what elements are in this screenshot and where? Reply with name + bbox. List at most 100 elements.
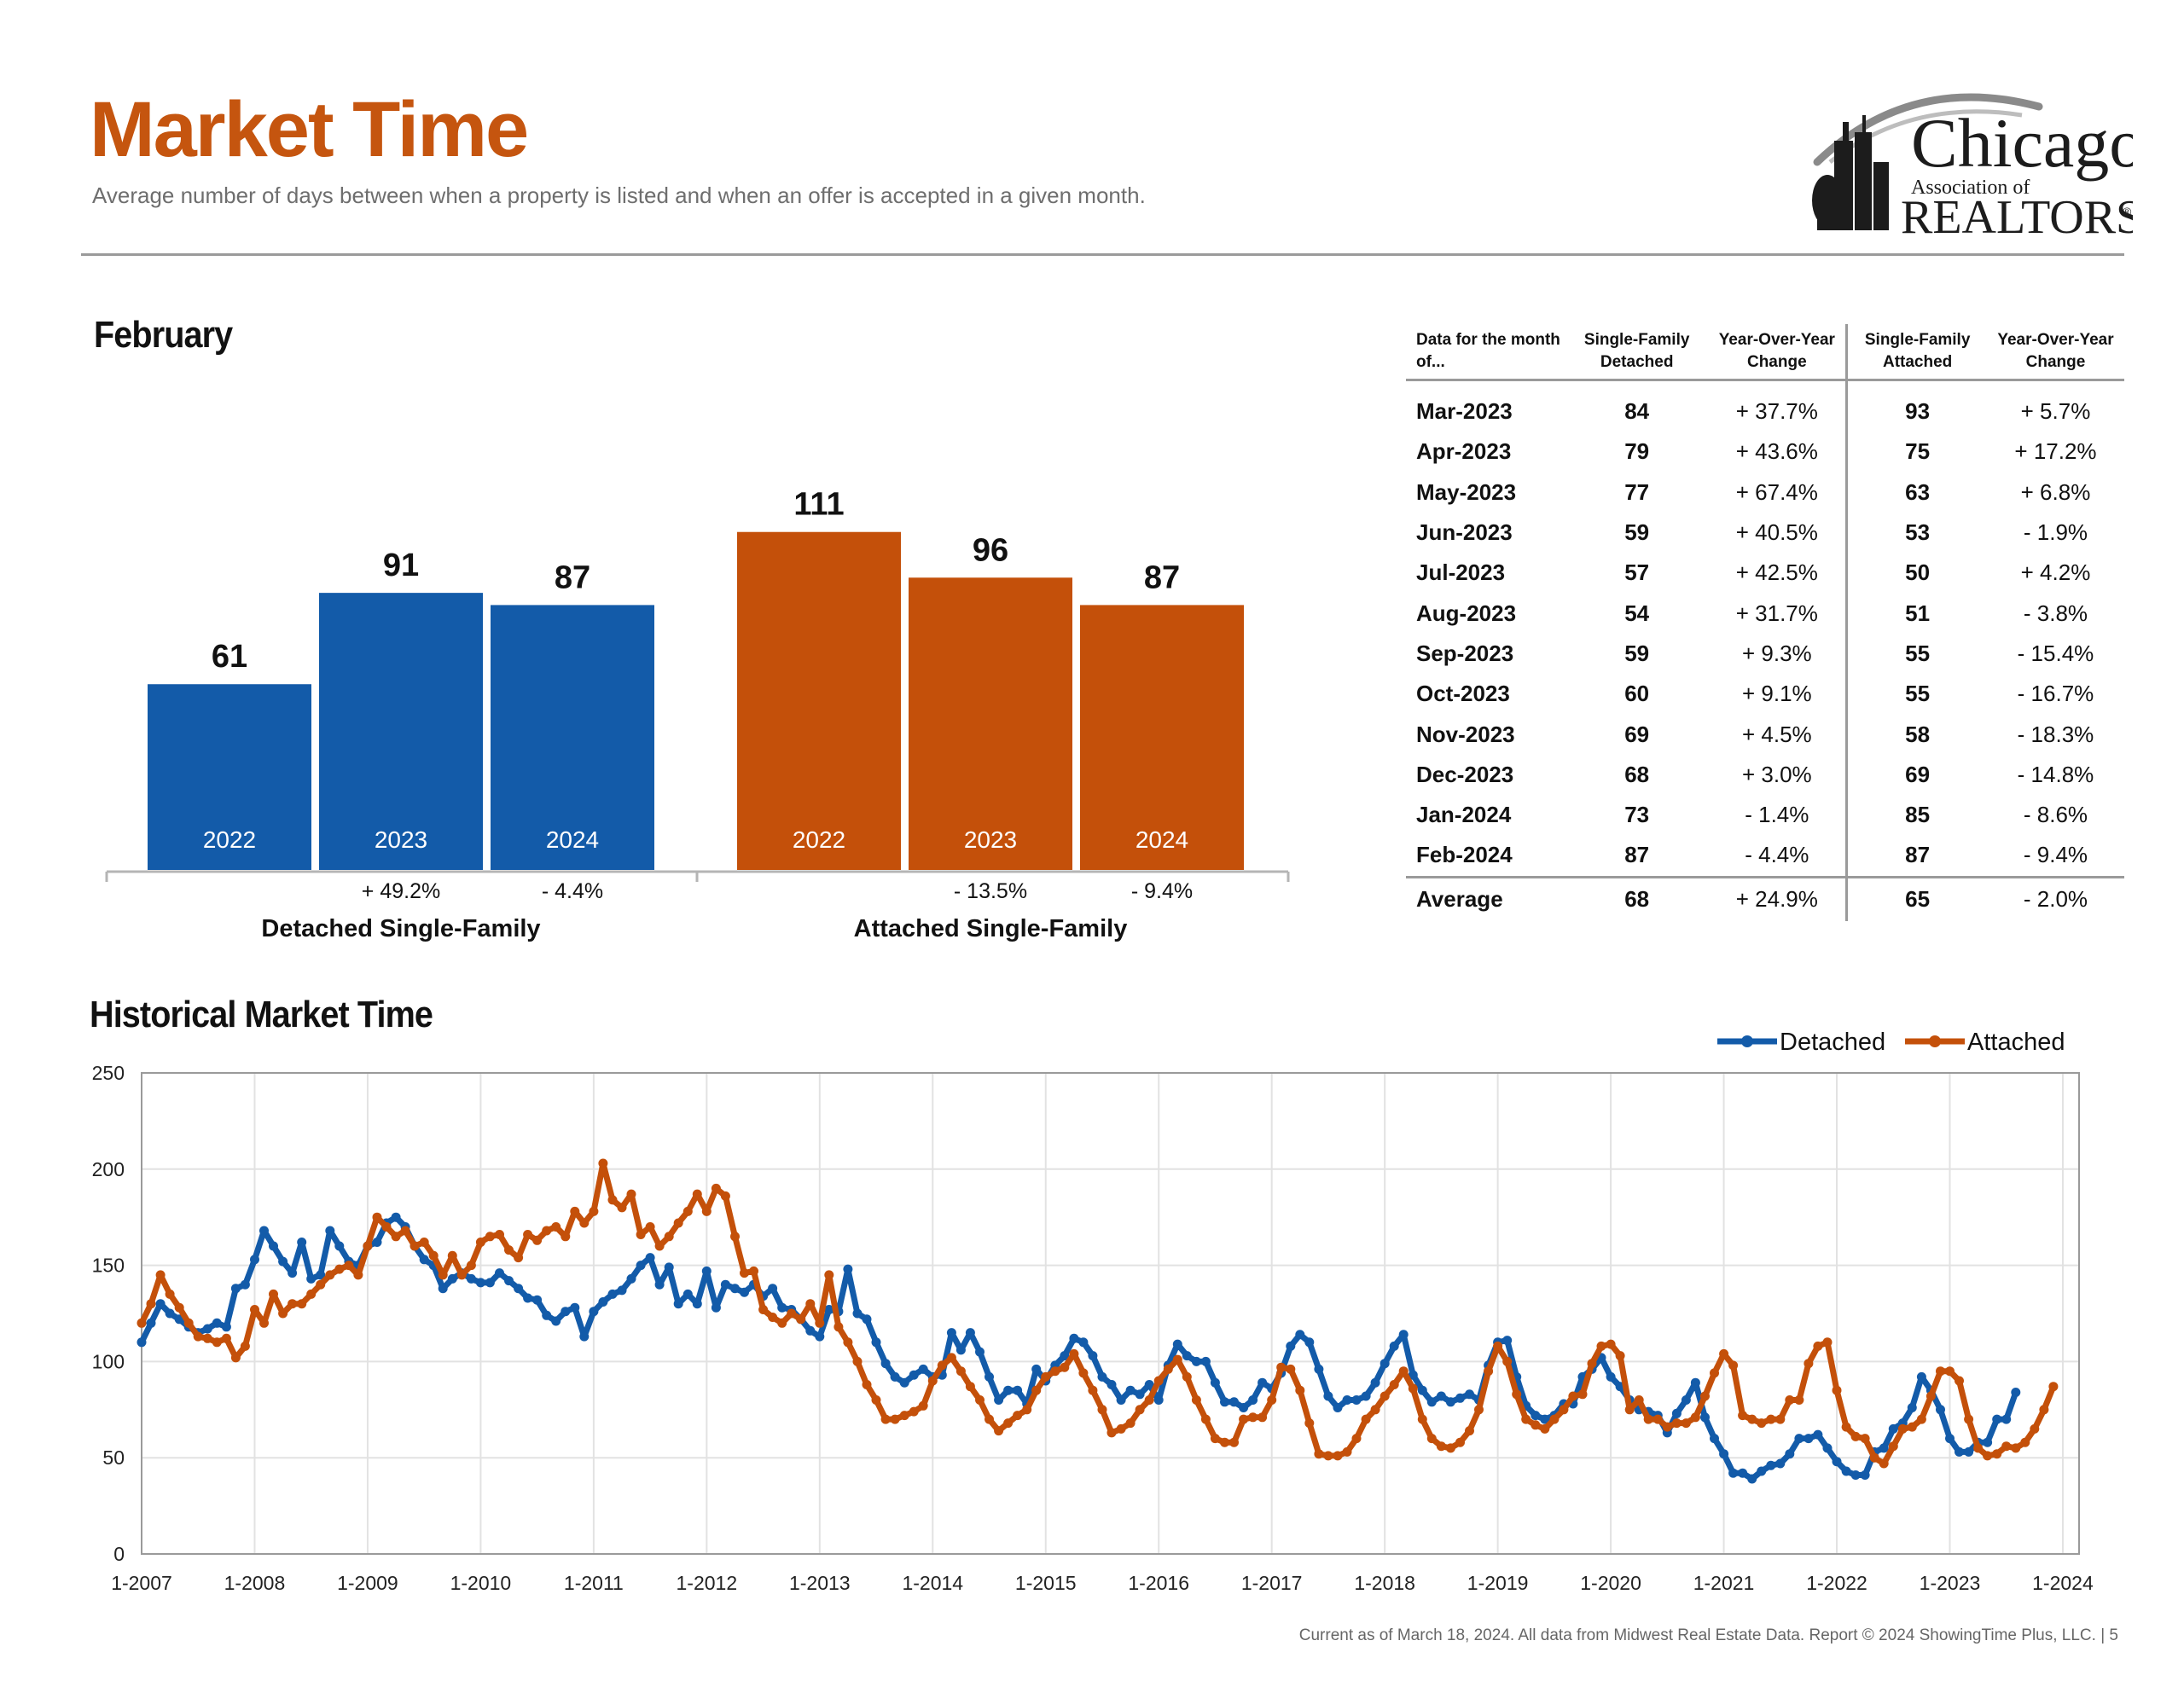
data-point xyxy=(664,1262,674,1272)
data-point xyxy=(1013,1385,1023,1395)
data-point xyxy=(1182,1351,1192,1361)
data-point xyxy=(843,1264,853,1274)
data-point xyxy=(1455,1437,1465,1447)
data-point xyxy=(485,1232,495,1242)
table-header-attached: Single-Family Attached xyxy=(1846,324,1987,381)
data-point xyxy=(626,1273,636,1284)
data-point xyxy=(1822,1337,1833,1348)
data-point xyxy=(1455,1393,1465,1403)
data-point xyxy=(768,1313,778,1322)
x-tick-label: 1-2020 xyxy=(1580,1572,1641,1594)
data-point xyxy=(1955,1376,1964,1386)
data-point xyxy=(1408,1370,1418,1380)
data-point xyxy=(1785,1449,1795,1459)
table-cell-month: Jun-2023 xyxy=(1416,519,1513,546)
data-point xyxy=(880,1359,891,1369)
bar xyxy=(148,684,311,870)
x-tick-label: 1-2015 xyxy=(1015,1572,1077,1594)
data-point xyxy=(1549,1411,1560,1421)
data-point xyxy=(419,1255,429,1265)
table-header-month: Data for the month of... xyxy=(1406,324,1565,381)
bar-change-label: + 49.2% xyxy=(362,879,440,903)
data-point xyxy=(1850,1470,1861,1480)
data-point xyxy=(1615,1382,1625,1392)
data-point xyxy=(438,1270,448,1280)
data-point xyxy=(1587,1359,1597,1369)
data-point xyxy=(664,1232,674,1242)
data-point xyxy=(2001,1414,2012,1424)
bar-value-label: 91 xyxy=(383,548,419,583)
data-point xyxy=(542,1310,552,1320)
table-cell-month: Oct-2023 xyxy=(1416,681,1510,707)
data-point xyxy=(183,1322,194,1332)
data-point xyxy=(720,1191,730,1201)
data-point xyxy=(193,1328,203,1338)
data-point xyxy=(1747,1474,1757,1484)
data-point xyxy=(985,1414,994,1424)
x-tick-label: 1-2017 xyxy=(1241,1572,1303,1594)
data-point xyxy=(1662,1428,1672,1438)
data-point xyxy=(1107,1380,1117,1389)
data-point xyxy=(946,1328,956,1338)
data-point xyxy=(1060,1362,1070,1372)
table-cell-detached-change: + 3.0% xyxy=(1708,754,1849,795)
monthly-data-table: Data for the month of... Single-Family D… xyxy=(1406,324,2124,921)
data-point xyxy=(1568,1399,1578,1409)
data-point xyxy=(1841,1466,1851,1476)
table-row: Jul-2023 57 + 42.5% 50 + 4.2% xyxy=(1406,553,2124,594)
data-point xyxy=(1521,1400,1531,1411)
data-point xyxy=(1191,1356,1201,1366)
data-point xyxy=(1069,1348,1079,1359)
data-point xyxy=(466,1273,476,1284)
table-cell-attached: 55 xyxy=(1905,681,1931,707)
data-point xyxy=(1728,1360,1739,1371)
data-point xyxy=(1841,1422,1851,1432)
table-cell-attached-change: - 1.9% xyxy=(2023,519,2088,546)
data-point xyxy=(1135,1405,1145,1415)
historical-section-title: Historical Market Time xyxy=(90,994,433,1035)
data-point xyxy=(155,1270,166,1280)
data-point xyxy=(1333,1403,1343,1412)
data-point xyxy=(495,1268,504,1278)
data-point xyxy=(1239,1403,1249,1412)
data-point xyxy=(1738,1468,1748,1478)
data-point xyxy=(1125,1385,1136,1395)
data-point xyxy=(1766,1460,1776,1470)
table-cell-detached: 60 xyxy=(1624,681,1650,707)
data-point xyxy=(1380,1359,1390,1369)
data-point xyxy=(1653,1411,1663,1421)
data-point xyxy=(1144,1380,1154,1389)
data-point xyxy=(1973,1443,1984,1453)
data-point xyxy=(400,1226,410,1236)
data-point xyxy=(871,1337,881,1348)
table-cell-attached: 93 xyxy=(1905,398,1931,425)
data-point xyxy=(1916,1414,1926,1424)
data-point xyxy=(353,1270,363,1280)
data-point xyxy=(796,1314,806,1325)
data-point xyxy=(815,1318,825,1328)
table-cell-attached-change: - 8.6% xyxy=(2023,802,2088,828)
data-point xyxy=(1163,1360,1173,1371)
x-tick-label: 1-2008 xyxy=(224,1572,286,1594)
data-point xyxy=(1210,1434,1220,1444)
data-point xyxy=(862,1314,872,1325)
data-point xyxy=(325,1226,335,1236)
data-point xyxy=(1380,1391,1390,1401)
table-cell-detached: 59 xyxy=(1624,519,1650,546)
data-point xyxy=(532,1235,543,1245)
data-point xyxy=(278,1256,288,1267)
data-point xyxy=(890,1414,900,1424)
data-point xyxy=(805,1325,816,1336)
data-point xyxy=(447,1250,457,1261)
data-point xyxy=(1879,1443,1889,1453)
table-cell-detached: 73 xyxy=(1624,802,1650,828)
data-point xyxy=(1964,1446,1974,1457)
table-cell-detached-change: + 43.6% xyxy=(1708,432,1849,472)
data-point xyxy=(890,1371,900,1382)
data-point xyxy=(946,1353,956,1363)
data-point xyxy=(1248,1412,1258,1423)
data-point xyxy=(1512,1371,1522,1382)
data-point xyxy=(297,1238,307,1247)
data-point xyxy=(1879,1458,1889,1469)
data-point xyxy=(1361,1414,1371,1424)
